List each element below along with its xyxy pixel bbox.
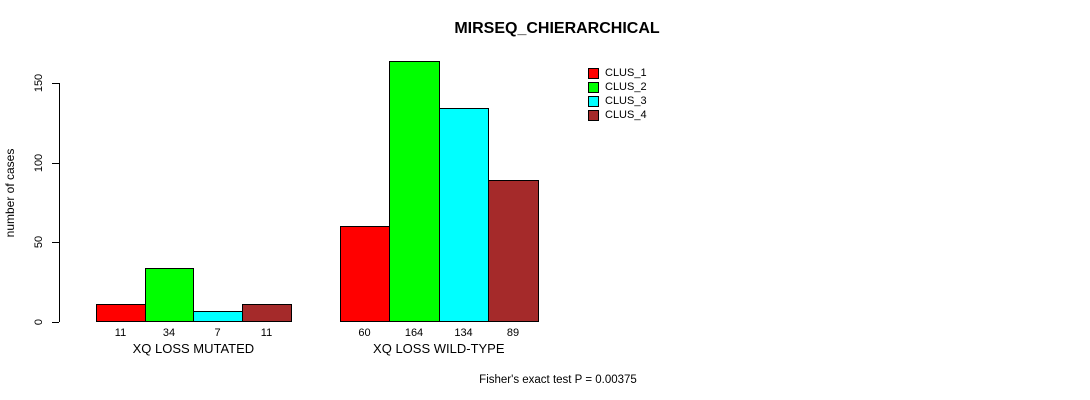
chart-title: MIRSEQ_CHIERARCHICAL — [454, 20, 660, 37]
legend-item-clus_2: CLUS_2 — [588, 80, 647, 94]
bar-value-label: 34 — [162, 327, 176, 339]
y-axis-label: number of cases — [3, 148, 17, 238]
y-tick-mark — [52, 242, 59, 243]
group-label: XQ LOSS MUTATED — [132, 341, 255, 356]
legend-label: CLUS_2 — [605, 81, 647, 93]
bar-clus_1 — [96, 304, 146, 322]
y-tick-mark — [52, 83, 59, 84]
y-tick-mark — [52, 163, 59, 164]
legend-swatch-icon — [588, 81, 599, 93]
bar-clus_3 — [193, 311, 243, 322]
y-axis-line — [59, 83, 60, 322]
legend-label: CLUS_1 — [605, 67, 647, 79]
y-tick-mark — [52, 322, 59, 323]
legend-swatch-icon — [588, 95, 599, 107]
bar-clus_4 — [242, 304, 292, 322]
legend-item-clus_3: CLUS_3 — [588, 94, 647, 108]
legend-swatch-icon — [588, 67, 599, 79]
bar-clus_4 — [488, 180, 539, 322]
y-tick-label: 0 — [33, 318, 45, 326]
bar-value-label: 134 — [454, 327, 473, 339]
bar-clus_1 — [340, 226, 390, 322]
legend-item-clus_4: CLUS_4 — [588, 108, 647, 122]
bar-clus_2 — [145, 268, 194, 322]
y-tick-label: 50 — [33, 235, 45, 249]
bar-value-label: 11 — [114, 327, 127, 339]
bar-value-label: 89 — [506, 327, 520, 339]
y-tick-label: 150 — [33, 73, 45, 93]
footer-note: Fisher's exact test P = 0.00375 — [479, 374, 637, 386]
bar-clus_3 — [439, 108, 489, 322]
legend-swatch-icon — [588, 109, 599, 121]
bar-value-label: 11 — [260, 327, 273, 339]
legend: CLUS_1 CLUS_2 CLUS_3 CLUS_4 — [588, 66, 647, 122]
bar-value-label: 7 — [214, 327, 221, 339]
bar-value-label: 60 — [358, 327, 371, 339]
y-tick-label: 100 — [33, 153, 45, 173]
group-label: XQ LOSS WILD-TYPE — [373, 341, 505, 356]
legend-item-clus_1: CLUS_1 — [588, 66, 647, 80]
legend-label: CLUS_4 — [605, 109, 647, 121]
bar-clus_2 — [389, 61, 440, 322]
legend-label: CLUS_3 — [605, 95, 647, 107]
bar-value-label: 164 — [404, 327, 424, 339]
